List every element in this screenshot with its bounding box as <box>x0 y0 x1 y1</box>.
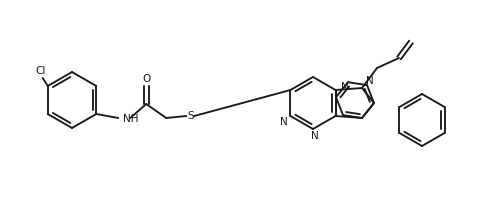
Text: N: N <box>311 131 319 141</box>
Text: N: N <box>280 117 288 127</box>
Text: S: S <box>187 111 193 121</box>
Text: O: O <box>142 74 150 84</box>
Text: NH: NH <box>123 114 139 124</box>
Text: Cl: Cl <box>36 66 46 76</box>
Text: N: N <box>366 76 374 86</box>
Text: N: N <box>340 82 348 92</box>
